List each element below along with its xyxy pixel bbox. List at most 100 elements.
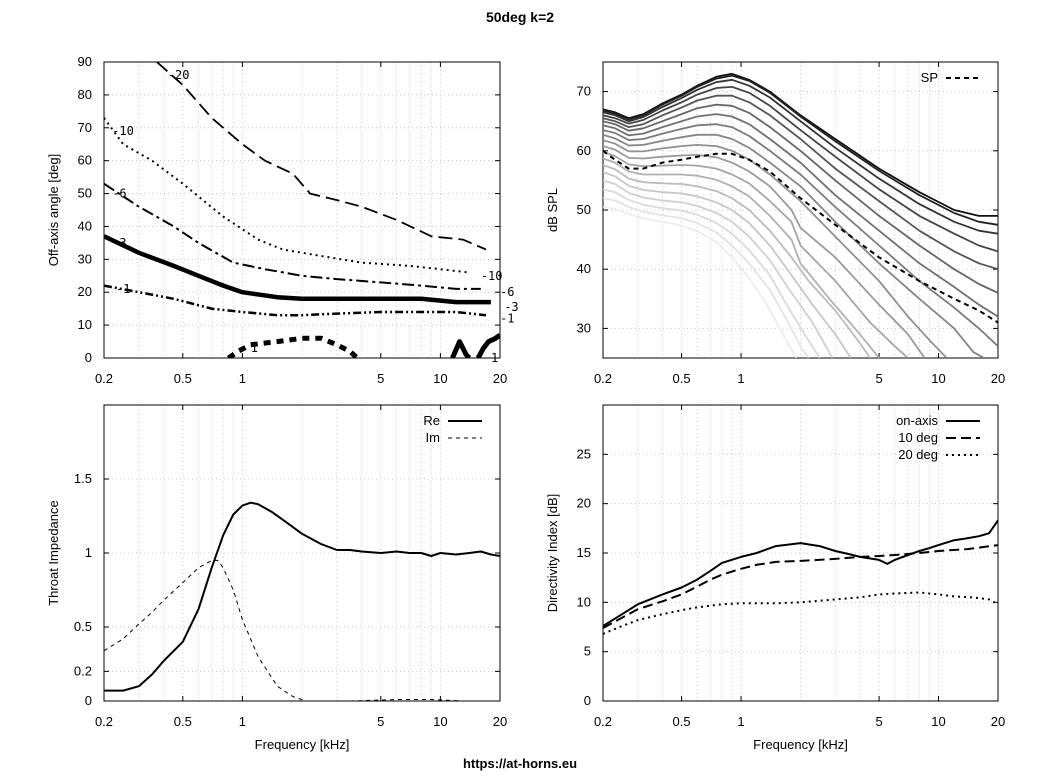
footer-url: https://at-horns.eu xyxy=(463,756,577,771)
legend-label: Re xyxy=(423,413,440,428)
series-line xyxy=(603,145,926,358)
y-tick-label: 1.5 xyxy=(74,471,92,486)
series-line xyxy=(603,544,998,629)
x-tick-label: 10 xyxy=(433,714,447,729)
y-tick-label: 1 xyxy=(85,545,92,560)
contour-line xyxy=(104,284,487,317)
series-line xyxy=(603,94,998,271)
y-tick-label: 90 xyxy=(78,54,92,69)
y-tick-label: 0.5 xyxy=(74,619,92,634)
y-tick-label: 50 xyxy=(577,202,591,217)
x-tick-label: 20 xyxy=(493,371,507,386)
legend: SP xyxy=(921,70,980,85)
y-tick-label: 5 xyxy=(584,644,591,659)
x-tick-label: 20 xyxy=(991,371,1005,386)
x-tick-label: 10 xyxy=(931,371,945,386)
legend: on-axis 10 deg 20 deg xyxy=(896,413,980,462)
x-tick-label: 20 xyxy=(493,714,507,729)
y-tick-label: 15 xyxy=(577,545,591,560)
y-tick-label: 60 xyxy=(78,153,92,168)
y-tick-label: 30 xyxy=(577,320,591,335)
y-tick-label: 0.2 xyxy=(74,663,92,678)
legend-label: SP xyxy=(921,70,938,85)
y-tick-label: 0 xyxy=(584,693,591,708)
series-line xyxy=(603,72,998,217)
contour-label: 1 xyxy=(491,351,498,365)
y-tick-label: 60 xyxy=(577,143,591,158)
legend-label: on-axis xyxy=(896,413,938,428)
contour-label: -6 xyxy=(112,187,126,201)
x-tick-label: 0.5 xyxy=(673,714,691,729)
y-axis-label: Throat Impedance xyxy=(46,500,61,606)
x-tick-label: 1 xyxy=(737,714,744,729)
y-axis-label: Off-axis angle [deg] xyxy=(46,154,61,267)
series-line xyxy=(104,501,500,692)
contour-line xyxy=(104,117,470,274)
series-line xyxy=(603,74,998,226)
series-line xyxy=(603,149,998,324)
x-tick-label: 10 xyxy=(931,714,945,729)
contour-line xyxy=(226,335,359,358)
y-axis-label: dB SPL xyxy=(545,188,560,232)
series-line xyxy=(104,559,307,701)
series-line xyxy=(603,157,880,358)
y-tick-label: 10 xyxy=(577,594,591,609)
contour-line xyxy=(104,182,481,290)
y-tick-label: 0 xyxy=(85,693,92,708)
x-tick-label: 20 xyxy=(991,714,1005,729)
ticks: 0.2 0.5 1 5 10 20 0 10 20 30 40 50 60 70 80 90 xyxy=(78,54,508,386)
series-line xyxy=(603,164,871,358)
contour-line xyxy=(104,234,491,305)
x-tick-label: 0.5 xyxy=(673,371,691,386)
contour-line xyxy=(475,333,500,358)
x-tick-label: 0.2 xyxy=(95,714,113,729)
grid xyxy=(103,61,501,359)
series-line xyxy=(603,519,998,627)
x-axis-label: Frequency [kHz] xyxy=(753,737,848,752)
contour-line xyxy=(450,339,472,358)
plot-frame xyxy=(103,61,501,359)
x-tick-label: 0.2 xyxy=(594,371,612,386)
legend-label: Im xyxy=(426,430,440,445)
contour-label: -10 xyxy=(112,124,134,138)
series-line xyxy=(603,123,998,347)
y-tick-label: 10 xyxy=(78,317,92,332)
x-tick-label: 0.5 xyxy=(174,371,192,386)
y-tick-label: 0 xyxy=(85,350,92,365)
y-tick-label: 70 xyxy=(78,120,92,135)
x-tick-label: 10 xyxy=(433,371,447,386)
x-tick-label: 0.5 xyxy=(174,714,192,729)
x-tick-label: 5 xyxy=(377,714,384,729)
contour-line xyxy=(156,62,487,251)
series-line xyxy=(603,78,998,235)
y-axis-label: Directivity Index [dB] xyxy=(545,494,560,613)
plot-area xyxy=(603,519,998,635)
contour-label: -3 xyxy=(504,300,518,314)
series-line xyxy=(603,103,998,294)
ticks: 0.2 0.5 1 5 10 20 30 40 50 60 70 xyxy=(577,62,1005,386)
series-line xyxy=(603,188,821,358)
x-tick-label: 5 xyxy=(875,714,882,729)
plot-area xyxy=(603,72,998,358)
contour-label: -6 xyxy=(500,285,514,299)
series-line xyxy=(603,86,998,253)
series-line xyxy=(603,179,834,358)
x-tick-label: 1 xyxy=(239,371,246,386)
figure-title: 50deg k=2 xyxy=(486,9,554,25)
y-tick-label: 20 xyxy=(78,284,92,299)
panel-offaxis-contour: 0.2 0.5 1 5 10 20 0 10 20 30 40 50 60 70 80 90 Off-axis … xyxy=(46,54,519,386)
y-tick-label: 25 xyxy=(577,446,591,461)
y-tick-label: 20 xyxy=(577,496,591,511)
legend-label: 10 deg xyxy=(898,430,938,445)
x-axis-label: Frequency [kHz] xyxy=(255,737,350,752)
y-tick-label: 40 xyxy=(78,218,92,233)
x-tick-label: 5 xyxy=(875,371,882,386)
series-line xyxy=(350,699,500,701)
contour-labels: -20-10-6-3-1-10-6-3-111 xyxy=(112,68,518,365)
series-line xyxy=(603,591,998,635)
panel-spl: 0.2 0.5 1 5 10 20 30 40 50 60 70 dB SPL SP xyxy=(545,61,1005,386)
series-line xyxy=(603,206,797,358)
